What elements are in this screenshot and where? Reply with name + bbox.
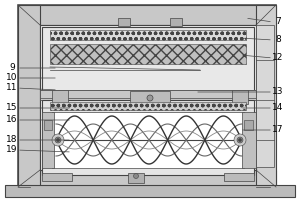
Circle shape <box>134 173 139 178</box>
Circle shape <box>147 95 153 101</box>
Bar <box>118 18 130 26</box>
Bar <box>5 185 295 197</box>
Bar <box>50 30 246 40</box>
Text: 15: 15 <box>6 104 18 112</box>
Bar <box>50 102 246 110</box>
Bar <box>42 100 254 175</box>
Bar <box>18 5 276 25</box>
Text: 12: 12 <box>272 53 284 62</box>
Bar <box>244 120 253 130</box>
Text: 9: 9 <box>9 64 15 72</box>
Bar <box>128 173 144 183</box>
Bar <box>130 91 170 105</box>
Bar <box>42 112 54 168</box>
Text: 17: 17 <box>272 126 284 134</box>
Text: 19: 19 <box>6 146 18 154</box>
Circle shape <box>234 134 246 146</box>
Text: 14: 14 <box>272 104 284 112</box>
Bar <box>224 173 254 181</box>
Bar <box>40 90 256 100</box>
Bar <box>256 5 276 187</box>
Bar <box>52 112 244 168</box>
Circle shape <box>56 138 59 142</box>
Text: 10: 10 <box>6 73 18 82</box>
Text: 18: 18 <box>6 136 18 144</box>
Bar <box>52 90 68 104</box>
Text: 16: 16 <box>6 116 18 124</box>
Bar <box>44 120 52 130</box>
Circle shape <box>237 137 243 143</box>
Bar <box>18 5 40 187</box>
Text: 11: 11 <box>6 84 18 92</box>
Circle shape <box>55 137 61 143</box>
Circle shape <box>238 138 242 142</box>
Text: 13: 13 <box>272 88 284 97</box>
Bar <box>42 27 254 92</box>
Bar <box>50 44 246 64</box>
Bar <box>232 90 248 104</box>
Bar <box>18 170 276 187</box>
Bar <box>256 25 274 167</box>
Bar <box>242 112 256 168</box>
Bar <box>170 18 182 26</box>
Circle shape <box>52 134 64 146</box>
Text: 8: 8 <box>275 36 281 45</box>
Text: 7: 7 <box>275 18 281 26</box>
Bar <box>18 5 276 187</box>
Bar <box>42 173 72 181</box>
Bar <box>40 25 256 170</box>
Bar <box>40 90 256 98</box>
